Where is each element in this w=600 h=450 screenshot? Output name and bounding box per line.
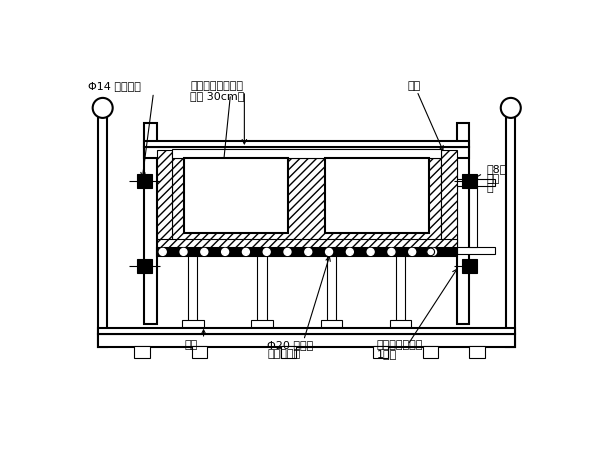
Bar [251,320,273,327]
Bar [442,150,457,243]
Text: 1米）: 1米） [377,349,397,359]
Bar [257,254,266,324]
Bar [98,116,107,346]
Bar [469,186,477,247]
Bar [281,346,296,358]
Bar [457,247,496,254]
Bar [144,147,469,158]
Circle shape [430,248,436,255]
Bar [157,248,457,256]
Circle shape [305,248,312,255]
Bar [192,346,208,358]
Bar [457,179,496,186]
Bar [172,150,442,243]
Text: 第一次浇筑层（顶: 第一次浇筑层（顶 [190,81,244,91]
Circle shape [346,248,353,255]
Bar [390,320,412,327]
Bar [134,346,149,358]
Bar [457,123,469,324]
Text: 架: 架 [486,183,493,193]
Text: Φ14 对拉螺杆: Φ14 对拉螺杆 [88,81,141,91]
Text: 板底 30cm）: 板底 30cm） [190,90,245,101]
Bar [469,346,485,358]
Bar [506,116,515,346]
Bar [396,254,405,324]
Bar [98,328,515,334]
Bar [423,346,439,358]
Bar [172,148,442,158]
Bar [461,259,477,273]
Text: 操作平台（宽度: 操作平台（宽度 [377,340,423,350]
Bar [182,320,203,327]
Bar [137,259,152,273]
Circle shape [242,248,250,255]
Bar [157,150,172,243]
Circle shape [159,248,166,255]
Bar [98,334,515,347]
Bar [157,239,457,250]
Circle shape [409,248,416,255]
Circle shape [427,248,434,256]
Bar [373,346,388,358]
Circle shape [388,248,395,255]
Circle shape [367,248,374,255]
Circle shape [221,248,229,255]
Bar [188,254,197,324]
Circle shape [326,248,332,255]
Circle shape [501,98,521,118]
Text: 【8槽: 【8槽 [486,165,506,175]
Circle shape [201,248,208,255]
Text: 顶托: 顶托 [184,340,197,350]
Circle shape [180,248,187,255]
Circle shape [92,98,113,118]
Bar [184,158,288,233]
Text: 钔横: 钔横 [486,174,499,184]
Bar [144,141,469,147]
Bar [327,254,336,324]
Bar [461,174,477,188]
Text: 筋底模骨架: 筋底模骨架 [268,349,301,359]
Bar [325,158,429,233]
Text: 侧模: 侧模 [407,81,421,91]
Circle shape [284,248,291,255]
Text: Φ20 螺纹钔: Φ20 螺纹钔 [268,340,314,350]
Bar [320,320,342,327]
Bar [144,123,157,324]
Bar [137,174,152,188]
Circle shape [263,248,270,255]
